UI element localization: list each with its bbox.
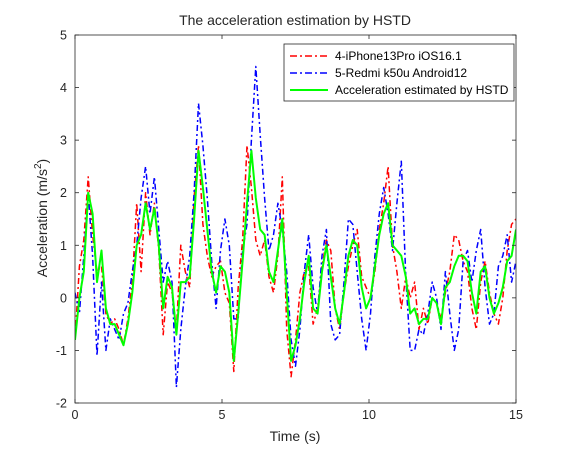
y-tick-label: 1 [60, 239, 67, 253]
series-line-3 [75, 149, 516, 362]
x-tick-label: 5 [219, 408, 226, 422]
series-line-2 [75, 65, 516, 388]
y-axis-ticks: -2 -1 0 1 2 3 4 5 [56, 29, 516, 411]
y-tick-label: 3 [60, 134, 67, 148]
legend-label-hstd: Acceleration estimated by HSTD [335, 83, 509, 97]
x-tick-label: 0 [72, 408, 79, 422]
x-tick-label: 15 [509, 408, 523, 422]
y-axis-label-superscript: 2 [33, 163, 44, 169]
y-tick-label: -1 [56, 344, 67, 358]
y-axis-label-main: Acceleration (m/s [34, 169, 50, 277]
axes-box [74, 34, 517, 404]
y-axis-label: Acceleration (m/s2) [33, 159, 50, 277]
chart-title: The acceleration estimation by HSTD [179, 12, 411, 28]
y-tick-label: 4 [60, 81, 67, 95]
y-tick-label: 5 [60, 29, 67, 43]
x-axis-ticks: 0 5 10 15 [72, 35, 523, 422]
legend-label-redmi: 5-Redmi k50u Android12 [335, 66, 467, 80]
x-axis-label: Time (s) [270, 428, 321, 444]
legend-label-iphone: 4-iPhone13Pro iOS16.1 [335, 49, 462, 63]
legend: 4-iPhone13Pro iOS16.1 5-Redmi k50u Andro… [283, 43, 515, 102]
y-tick-label: 0 [60, 291, 67, 305]
x-tick-label: 10 [362, 408, 376, 422]
y-tick-label: 2 [60, 186, 67, 200]
y-tick-label: -2 [56, 397, 67, 411]
y-axis-label-suffix: ) [34, 159, 50, 164]
